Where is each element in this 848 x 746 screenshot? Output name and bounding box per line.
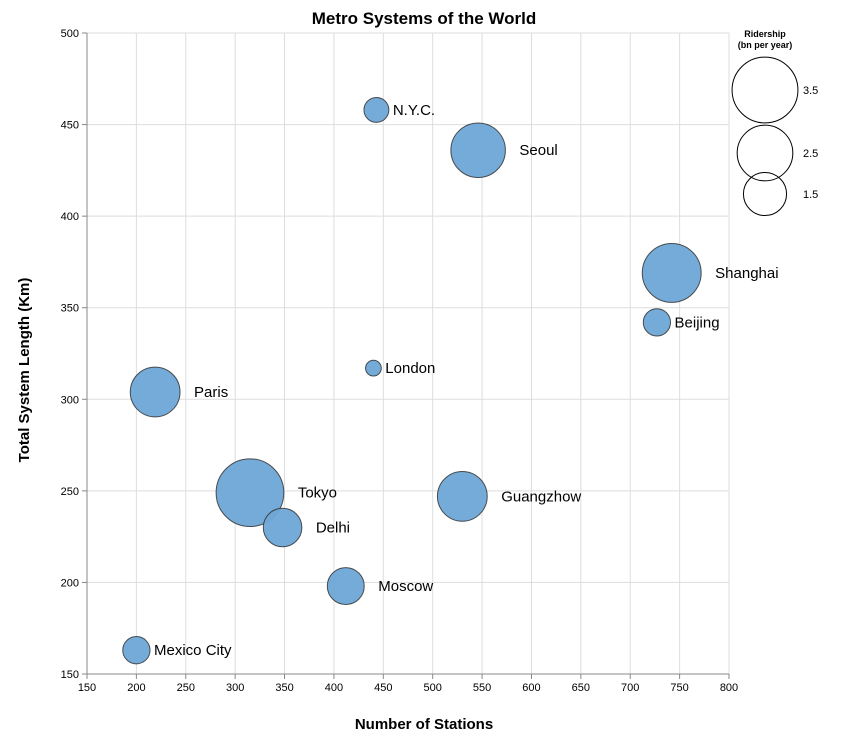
legend-circle: [731, 56, 799, 124]
bubble-label: N.Y.C.: [393, 102, 435, 119]
y-tick-label: 250: [61, 486, 79, 498]
bubble-label: Paris: [194, 384, 228, 401]
y-tick-label: 150: [61, 669, 79, 681]
y-tick-label: 350: [61, 303, 79, 315]
x-tick-label: 450: [374, 682, 392, 694]
x-tick-label: 400: [325, 682, 343, 694]
bubble-label: Tokyo: [298, 485, 337, 502]
legend-label: 3.5: [803, 85, 818, 97]
legend-circle: [736, 124, 794, 182]
grid: [86, 32, 730, 675]
bubble-delhi[interactable]: [262, 507, 303, 548]
bubble-tokyo[interactable]: [215, 458, 285, 528]
bubble-labels: N.Y.C. Seoul Shanghai Beijing London Paris Tok…: [154, 102, 779, 659]
size-legend: Ridership(bn per year) 3.5 2.5 1.5: [731, 29, 818, 217]
x-tick-label: 600: [522, 682, 540, 694]
y-axis-title: Total System Length (Km): [16, 278, 33, 463]
bubble-n-y-c[interactable]: [363, 96, 390, 123]
x-tick-label: 550: [473, 682, 491, 694]
x-tick-label: 800: [720, 682, 738, 694]
y-tick-label: 300: [61, 394, 79, 406]
bubble-label: Mexico City: [154, 642, 232, 659]
legend-label: 2.5: [803, 148, 818, 160]
y-tick-label: 500: [61, 28, 79, 40]
bubble-london[interactable]: [365, 359, 382, 377]
bubble-shanghai[interactable]: [641, 242, 702, 303]
bubble-seoul[interactable]: [450, 122, 506, 178]
x-tick-label: 300: [226, 682, 244, 694]
x-axis-title: Number of Stations: [355, 716, 493, 733]
bubble-label: London: [385, 360, 435, 377]
legend-label: 1.5: [803, 189, 818, 201]
x-tick-label: 650: [572, 682, 590, 694]
bubble-label: Delhi: [316, 519, 350, 536]
x-tick-label: 750: [670, 682, 688, 694]
bubbles: [122, 96, 702, 665]
legend-circle: [742, 171, 788, 217]
bubble-moscow[interactable]: [326, 567, 365, 606]
bubble-beijing[interactable]: [642, 308, 672, 337]
y-tick-label: 450: [61, 120, 79, 132]
x-tick-label: 200: [127, 682, 145, 694]
x-tick-label: 250: [177, 682, 195, 694]
bubble-label: Moscow: [378, 578, 433, 595]
bubble-label: Seoul: [519, 142, 557, 159]
x-tick-label: 150: [78, 682, 96, 694]
bubble-label: Guangzhow: [501, 488, 581, 505]
x-tick-label: 500: [424, 682, 442, 694]
y-tick-label: 400: [61, 211, 79, 223]
bubble-paris[interactable]: [129, 366, 181, 418]
legend-title: (bn per year): [738, 40, 793, 50]
bubble-label: Beijing: [675, 314, 720, 331]
bubble-label: Shanghai: [715, 265, 778, 282]
x-tick-label: 350: [275, 682, 293, 694]
bubble-mexico-city[interactable]: [122, 636, 151, 665]
y-tick-label: 200: [61, 577, 79, 589]
axes: 150 200 250 300 350 400 450 500 550 600 650 700 750 8…: [61, 28, 739, 694]
chart-title: Metro Systems of the World: [312, 9, 537, 28]
legend-title: Ridership: [744, 29, 786, 39]
x-tick-label: 700: [621, 682, 639, 694]
bubble-guangzhow[interactable]: [436, 470, 488, 522]
